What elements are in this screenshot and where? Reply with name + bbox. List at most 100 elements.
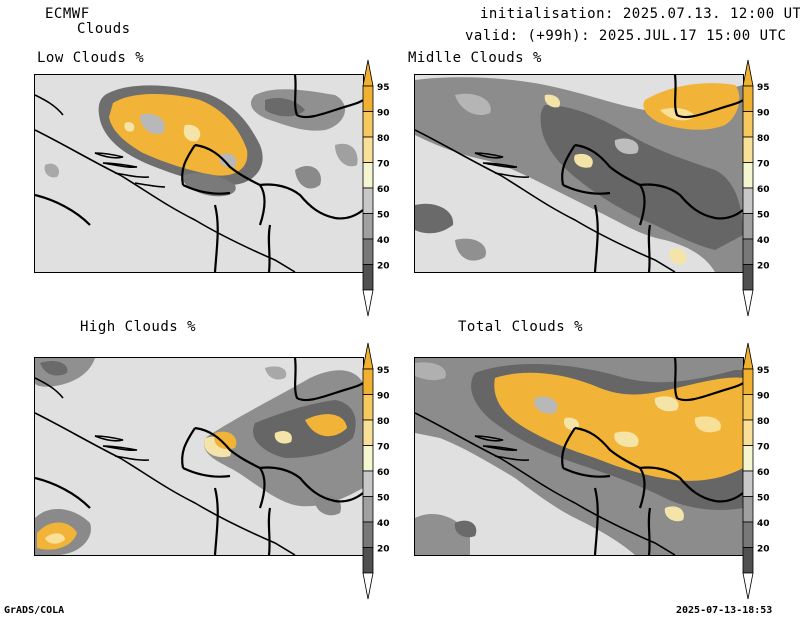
colorbar-swatch [362,470,374,497]
colorbar-swatch [362,496,374,523]
colorbar-bottom-cap [742,289,754,317]
colorbar-swatch [742,85,754,112]
colorbar-tick-label: 60 [757,468,770,478]
colorbar-top-cap [362,59,374,87]
colorbar-tick-label: 60 [757,185,770,195]
coastlines-middle [415,129,676,272]
colorbar-swatch [742,187,754,214]
panel-title-low: Low Clouds % [37,50,145,66]
colorbar-tick-label: 60 [377,468,390,478]
colorbar-swatch [362,547,374,574]
colorbar-swatch [362,368,374,395]
colorbar-tick-label: 50 [757,211,770,221]
cloud-field-total [415,358,743,555]
colorbar-tick-label: 20 [377,262,390,272]
colorbar-tick-label: 70 [757,443,770,453]
colorbar-tick-label: 95 [377,83,390,93]
colorbar-swatch [362,521,374,548]
colorbar-tick-label: 40 [377,519,390,529]
model-label: ECMWF [45,6,90,22]
colorbar-swatch [362,238,374,265]
colorbar-swatch [742,213,754,240]
valid-time: valid: (+99h): 2025.JUL.17 15:00 UTC [465,28,787,44]
colorbar-swatch [362,85,374,112]
colorbar-top-cap [742,59,754,87]
colorbar-swatch [742,394,754,421]
footer-timestamp: 2025-07-13-18:53 [676,605,773,616]
colorbar-swatch [742,470,754,497]
colorbar-high: 95 90 80 70 60 50 40 20 [362,341,410,600]
borders-low [35,75,363,272]
colorbar-tick-label: 90 [377,109,390,119]
colorbar-top-cap [742,342,754,370]
colorbar-top-cap [362,342,374,370]
colorbar-swatch [362,111,374,138]
coastlines-low [35,94,296,272]
colorbar-tick-label: 20 [757,545,770,555]
colorbar-tick-label: 60 [377,185,390,195]
colorbar-swatch [742,445,754,472]
panel-title-high: High Clouds % [80,319,197,335]
borders-high [35,358,363,555]
colorbar-swatch [742,264,754,291]
colorbar-swatch [362,187,374,214]
colorbar-tick-label: 90 [757,109,770,119]
colorbar-swatch [742,496,754,523]
colorbar-swatch [362,162,374,189]
footer-credit: GrADS/COLA [4,605,65,616]
colorbar-low: 95 90 80 70 60 50 40 20 [362,58,410,317]
map-panel-total-clouds [414,357,744,556]
colorbar-tick-label: 80 [377,134,390,144]
borders-middle [561,75,743,272]
colorbar-swatch [742,521,754,548]
colorbar-swatch [742,547,754,574]
colorbar-middle: 95 90 80 70 60 50 40 20 [742,58,790,317]
colorbar-tick-label: 20 [377,545,390,555]
colorbar-tick-label: 90 [757,392,770,402]
colorbar-tick-label: 95 [377,366,390,376]
colorbar-swatch [362,445,374,472]
colorbar-tick-label: 20 [757,262,770,272]
cloud-field-low [44,85,358,197]
colorbar-swatch [742,111,754,138]
colorbar-swatch [362,264,374,291]
colorbar-tick-label: 50 [377,211,390,221]
colorbar-bottom-cap [362,572,374,600]
colorbar-swatch [362,419,374,446]
colorbar-swatch [742,162,754,189]
colorbar-tick-label: 90 [377,392,390,402]
cloud-field-middle [415,77,743,272]
colorbar-tick-label: 80 [757,134,770,144]
colorbar-tick-label: 70 [377,160,390,170]
colorbar-tick-label: 80 [377,417,390,427]
colorbar-swatch [742,419,754,446]
map-panel-middle-clouds [414,74,744,273]
colorbar-bottom-cap [742,572,754,600]
panel-title-total: Total Clouds % [458,319,584,335]
colorbar-tick-label: 50 [377,494,390,504]
product-label: Clouds [77,21,131,37]
colorbar-tick-label: 95 [757,366,770,376]
coastlines-total [415,412,676,555]
colorbar-swatch [362,213,374,240]
map-panel-low-clouds [34,74,364,273]
colorbar-tick-label: 40 [757,519,770,529]
colorbar-tick-label: 40 [757,236,770,246]
colorbar-tick-label: 70 [757,160,770,170]
borders-total [561,358,743,555]
colorbar-swatch [742,238,754,265]
cloud-field-high [35,358,363,555]
panel-title-middle: Midlle Clouds % [408,50,542,66]
coastlines-high [35,377,296,555]
map-panel-high-clouds [34,357,364,556]
colorbar-swatch [362,136,374,163]
colorbar-swatch [742,136,754,163]
colorbar-tick-label: 80 [757,417,770,427]
colorbar-tick-label: 95 [757,83,770,93]
initialisation-time: initialisation: 2025.07.13. 12:00 UTC [480,6,800,22]
colorbar-swatch [742,368,754,395]
colorbar-swatch [362,394,374,421]
colorbar-total: 95 90 80 70 60 50 40 20 [742,341,790,600]
colorbar-bottom-cap [362,289,374,317]
colorbar-tick-label: 50 [757,494,770,504]
